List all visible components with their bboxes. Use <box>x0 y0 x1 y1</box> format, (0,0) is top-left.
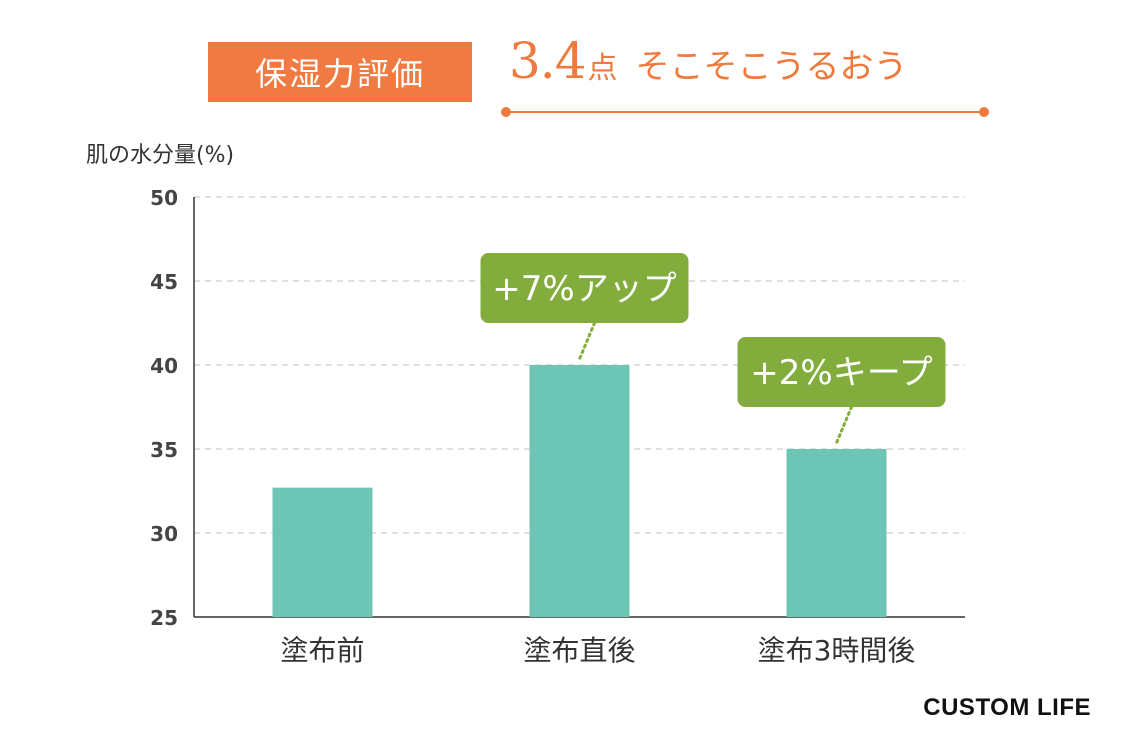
brand-logo: CUSTOM LIFE <box>923 694 1091 721</box>
header-badge-label: 保湿力評価 <box>254 55 425 93</box>
y-tick-label: 35 <box>150 438 178 462</box>
underline-dot-left <box>501 107 511 117</box>
score-summary: 3.4点 そこそこうるおう <box>501 30 989 120</box>
underline-dot-right <box>979 107 989 117</box>
x-tick-label: 塗布前 <box>280 634 364 667</box>
callout-label: +2%キープ <box>750 353 932 393</box>
bar <box>272 487 373 617</box>
callout-label: +7%アップ <box>492 269 676 309</box>
callout-box <box>737 337 946 407</box>
x-tick-label: 塗布直後 <box>523 634 635 667</box>
score-unit: 点 <box>587 51 618 86</box>
y-tick-label: 45 <box>150 270 178 294</box>
callout-leader <box>835 405 853 445</box>
callout-box <box>480 253 689 323</box>
y-tick-label: 50 <box>150 186 178 210</box>
score-underline <box>505 111 985 113</box>
x-tick-label: 塗布3時間後 <box>758 634 916 667</box>
y-tick-label: 40 <box>150 354 178 378</box>
y-axis-label: 肌の水分量(%) <box>86 143 235 168</box>
bar <box>786 449 887 617</box>
header-badge: 保湿力評価 <box>208 42 472 102</box>
score-text: 3.4点 そこそこうるおう <box>509 32 908 90</box>
callout-leader <box>578 321 596 361</box>
bar <box>529 365 630 617</box>
score-description: そこそこうるおう <box>635 47 908 87</box>
score-value: 3.4 <box>509 32 587 90</box>
y-tick-label: 30 <box>150 522 178 546</box>
y-tick-label: 25 <box>150 606 178 630</box>
